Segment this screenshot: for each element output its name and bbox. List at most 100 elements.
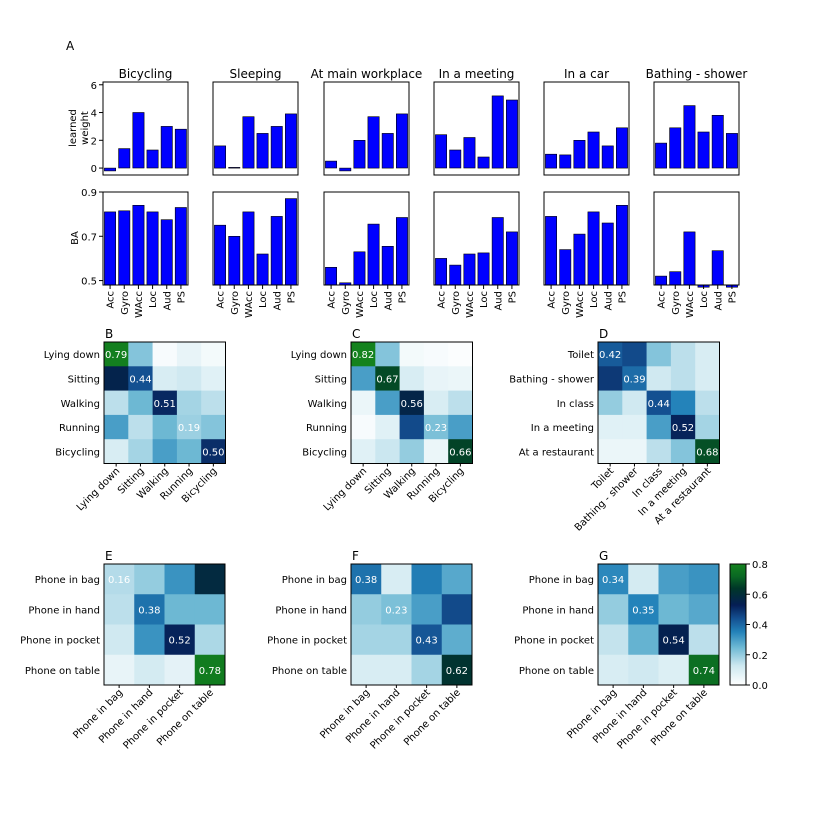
cell-confusion_matrices-0-0-1: [128, 342, 153, 367]
xtick-label-0-1: Gyro: [120, 291, 131, 315]
axes-frame-ba-0: [102, 191, 189, 286]
cell-phone_matrices-2-3-3: [688, 654, 720, 686]
bar-weight-4-4: [601, 145, 614, 169]
cell-confusion_matrices-1-2-0: [351, 390, 376, 416]
xtick-label-2-1: Gyro: [341, 291, 352, 315]
cell-value-phone_matrices-1-0: 0.38: [355, 575, 377, 586]
ytick-label-weight-0: 0: [91, 164, 97, 175]
col-label-phone_matrices-2-3: Phone on table: [649, 687, 710, 748]
cell-confusion_matrices-0-3-0: [104, 414, 129, 440]
panel-label-g: G: [599, 549, 608, 563]
axes-frame-ba-2: [323, 191, 410, 286]
bar-weight-0-5: [174, 128, 187, 169]
cell-phone_matrices-0-3-1: [134, 654, 165, 686]
cell-confusion_matrices-2-0-0: [598, 342, 623, 367]
cell-phone_matrices-2-3-1: [628, 654, 659, 686]
cell-confusion_matrices-2-2-3: [670, 390, 696, 416]
bar-weight-2-0: [325, 160, 337, 169]
cell-phone_matrices-2-1-2: [658, 594, 690, 625]
cell-confusion_matrices-0-2-2: [152, 390, 178, 416]
cell-confusion_matrices-2-4-0: [598, 439, 623, 464]
cell-phone_matrices-1-1-2: [411, 594, 443, 625]
cell-confusion_matrices-0-1-3: [176, 366, 202, 391]
cell-confusion_matrices-2-4-3: [670, 439, 696, 464]
axes-frame-weight-4: [543, 81, 630, 176]
bar-ba-3-0: [435, 258, 447, 286]
cell-value-phone_matrices-2-3: 0.74: [693, 666, 715, 677]
row-label-confusion_matrices-2-3: In a meeting: [531, 423, 594, 434]
row-label-confusion_matrices-1-1: Sitting: [315, 374, 347, 385]
cell-value-phone_matrices-1-2: 0.43: [415, 636, 437, 647]
bar-weight-0-1: [118, 148, 131, 169]
xtick-label-2-2: WAcc: [355, 291, 366, 318]
panel-label-f: F: [352, 549, 359, 563]
cell-confusion_matrices-2-0-2: [646, 342, 672, 367]
cell-phone_matrices-0-0-0: [104, 564, 135, 595]
cell-phone_matrices-1-1-0: [351, 594, 382, 625]
bar-weight-0-0: [104, 167, 117, 172]
cell-confusion_matrices-1-0-4: [448, 342, 473, 367]
cell-value-phone_matrices-0-1: 0.38: [138, 605, 160, 616]
bar-weight-1-0: [214, 145, 226, 169]
xtick-label-4-0: Acc: [547, 291, 558, 309]
cell-confusion_matrices-1-0-0: [351, 342, 376, 367]
bar-weight-4-5: [615, 127, 628, 169]
bar-weight-3-3: [477, 156, 490, 169]
ylabel-ba: BA: [70, 231, 81, 245]
bar-ba-5-0: [655, 275, 668, 286]
cell-confusion_matrices-0-3-3: [176, 414, 202, 440]
cell-value-confusion_matrices-0-2: 0.51: [154, 399, 176, 410]
cell-confusion_matrices-1-2-4: [448, 390, 473, 416]
cell-value-confusion_matrices-1-3: 0.23: [425, 423, 447, 434]
row-label-phone_matrices-2-3: Phone on table: [519, 666, 594, 677]
bar-ba-4-5: [615, 205, 628, 286]
row-label-confusion_matrices-0-4: Bicycling: [55, 447, 100, 458]
cell-phone_matrices-2-1-0: [598, 594, 629, 625]
cell-confusion_matrices-2-4-1: [622, 439, 647, 464]
cell-value-confusion_matrices-2-3: 0.52: [672, 423, 694, 434]
cell-value-phone_matrices-1-3: 0.62: [446, 666, 468, 677]
cell-confusion_matrices-0-1-2: [152, 366, 178, 391]
cell-confusion_matrices-1-0-3: [423, 342, 449, 367]
matrix-frame-phone_matrices-2: [597, 563, 720, 686]
cell-confusion_matrices-0-0-0: [104, 342, 129, 367]
cell-value-confusion_matrices-0-1: 0.44: [129, 374, 151, 385]
axes-frame-weight-1: [212, 81, 299, 176]
bar-weight-3-4: [491, 95, 504, 169]
cell-confusion_matrices-2-1-2: [646, 366, 672, 391]
colorbar-tick-label-4: 0.8: [752, 560, 768, 571]
cell-phone_matrices-0-2-2: [164, 624, 196, 656]
bar-weight-4-2: [573, 140, 586, 169]
axes-frame-ba-1: [212, 191, 299, 286]
cell-value-confusion_matrices-2-0: 0.42: [599, 350, 621, 361]
bar-weight-4-3: [587, 131, 600, 169]
ytick-label-ba-0: 0.5: [81, 277, 97, 288]
cell-value-confusion_matrices-1-1: 0.67: [376, 374, 398, 385]
cell-value-phone_matrices-1-1: 0.23: [385, 605, 407, 616]
cell-phone_matrices-0-1-3: [194, 594, 226, 625]
xtick-label-3-3: Loc: [479, 291, 490, 308]
cell-confusion_matrices-0-2-1: [128, 390, 153, 416]
row-label-phone_matrices-0-0: Phone in bag: [35, 575, 100, 586]
cell-value-phone_matrices-0-2: 0.52: [168, 636, 190, 647]
cell-phone_matrices-1-0-2: [411, 564, 443, 595]
xtick-label-4-3: Loc: [589, 291, 600, 308]
bar-ba-2-2: [353, 251, 366, 286]
cell-value-confusion_matrices-2-4: 0.68: [696, 447, 718, 458]
bar-ba-0-5: [174, 207, 187, 286]
xtick-label-3-2: WAcc: [465, 291, 476, 318]
bar-weight-5-4: [711, 115, 724, 169]
row-label-confusion_matrices-0-0: Lying down: [44, 350, 100, 361]
bar-ba-4-3: [587, 211, 600, 286]
xtick-label-5-4: Aud: [713, 291, 724, 311]
cell-phone_matrices-0-3-3: [194, 654, 226, 686]
bar-weight-3-0: [435, 134, 447, 169]
bar-weight-4-1: [559, 154, 572, 169]
bar-weight-2-1: [339, 167, 352, 172]
bar-weight-1-3: [256, 133, 269, 169]
bar-ba-3-4: [491, 217, 504, 286]
bar-weight-1-4: [270, 126, 283, 169]
cell-confusion_matrices-0-1-4: [201, 366, 226, 391]
bar-ba-0-4: [160, 219, 173, 286]
